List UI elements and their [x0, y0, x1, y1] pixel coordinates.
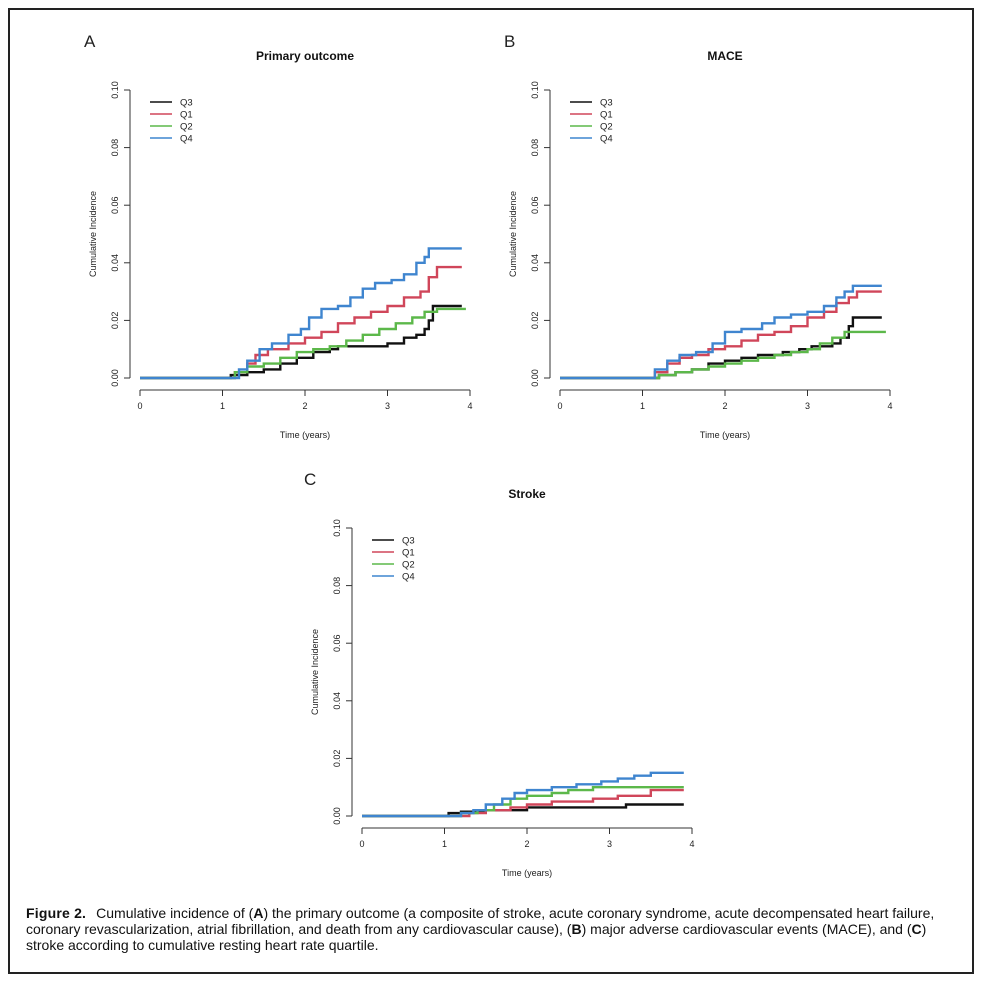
legend-label: Q4 [180, 134, 193, 145]
series-line-q1 [560, 290, 882, 380]
y-tick-label: 0.10 [110, 81, 120, 99]
x-tick-label: 3 [805, 401, 810, 411]
chart-title: Stroke [508, 487, 546, 501]
x-tick-label: 0 [557, 401, 562, 411]
legend-label: Q2 [180, 122, 193, 133]
x-tick-label: 2 [722, 401, 727, 411]
caption-part: ) stroke according to cumulative resting… [26, 921, 927, 953]
x-tick-label: 4 [689, 839, 694, 849]
y-axis-label: Cumulative Incidence [310, 629, 320, 715]
x-tick-label: 2 [302, 401, 307, 411]
x-tick-label: 3 [385, 401, 390, 411]
y-tick-label: 0.08 [110, 139, 120, 157]
x-tick-label: 1 [220, 401, 225, 411]
chart-c-svg: Stroke 0.00 0.02 0.04 0.06 0.08 0.10 0 1 2 3 4 Time … [310, 487, 695, 878]
figure-frame [8, 8, 974, 974]
x-tick-label: 0 [137, 401, 142, 411]
legend-label: Q4 [402, 572, 415, 583]
y-axis-label: Cumulative Incidence [508, 191, 518, 277]
y-tick-label: 0.06 [530, 196, 540, 214]
y-tick-label: 0.10 [530, 81, 540, 99]
y-tick-label: 0.08 [332, 577, 342, 595]
caption-part: ) major adverse cardiovascular events (M… [581, 921, 912, 937]
series-line-q4 [560, 284, 882, 380]
caption-label: Figure 2. [26, 905, 87, 921]
x-tick-label: 1 [640, 401, 645, 411]
y-tick-label: 0.02 [332, 750, 342, 768]
x-tick-label: 1 [442, 839, 447, 849]
series-line-q3 [560, 316, 882, 380]
y-tick-label: 0.04 [530, 254, 540, 272]
x-axis-label: Time (years) [502, 868, 552, 878]
x-axis-label: Time (years) [700, 430, 750, 440]
series-line-q2 [560, 330, 886, 380]
chart-b-svg: MACE 0.00 0.02 0.04 0.06 0.08 0.10 0 1 2 3 4 Time (y… [508, 49, 893, 440]
series-line-q1 [140, 265, 462, 380]
legend-label: Q2 [402, 560, 415, 571]
caption-panel-ref-a: A [253, 905, 264, 921]
series-line-q4 [362, 771, 684, 818]
y-tick-label: 0.04 [110, 254, 120, 272]
legend-label: Q1 [180, 110, 193, 121]
x-axis-label: Time (years) [280, 430, 330, 440]
series-line-q2 [362, 786, 684, 818]
y-tick-label: 0.00 [110, 369, 120, 387]
chart-a-svg: Primary outcome 0.00 0.02 0.04 0.06 0.08 0.10 0… [88, 49, 473, 440]
y-tick-label: 0.08 [530, 139, 540, 157]
figure-caption: Figure 2. Cumulative incidence of (A) the… [26, 905, 956, 953]
legend-label: Q1 [600, 110, 613, 121]
y-tick-label: 0.02 [530, 312, 540, 330]
legend-label: Q1 [402, 548, 415, 559]
series-line-q3 [140, 304, 462, 380]
y-tick-label: 0.00 [530, 369, 540, 387]
panel-letter-c: C [304, 470, 317, 489]
y-tick-label: 0.00 [332, 807, 342, 825]
y-tick-label: 0.06 [110, 196, 120, 214]
caption-panel-ref-b: B [571, 921, 582, 937]
x-tick-label: 0 [359, 839, 364, 849]
x-tick-label: 2 [524, 839, 529, 849]
chart-panel-a: A Primary outcome 0.00 0.02 0.04 0.06 0.08 0.1… [70, 30, 490, 440]
chart-panel-b: B MACE 0.00 0.02 0.04 0.06 0.08 0.10 0 1 2 3 4 Time … [490, 30, 910, 440]
panel-letter-a: A [84, 32, 96, 51]
panel-letter-b: B [504, 32, 516, 51]
series-line-q4 [140, 247, 462, 380]
y-axis-label: Cumulative Incidence [88, 191, 98, 277]
y-tick-label: 0.02 [110, 312, 120, 330]
x-tick-label: 4 [887, 401, 892, 411]
caption-part: Cumulative incidence of ( [96, 905, 254, 921]
y-tick-label: 0.04 [332, 692, 342, 710]
chart-title: Primary outcome [256, 49, 354, 63]
legend-label: Q4 [600, 134, 613, 145]
x-tick-label: 4 [467, 401, 472, 411]
x-tick-label: 3 [607, 839, 612, 849]
legend-label: Q2 [600, 122, 613, 133]
y-tick-label: 0.06 [332, 634, 342, 652]
caption-panel-ref-c: C [911, 921, 922, 937]
legend-label: Q3 [600, 98, 613, 109]
y-tick-label: 0.10 [332, 519, 342, 537]
chart-title: MACE [707, 49, 742, 63]
chart-panel-c: C Stroke 0.00 0.02 0.04 0.06 0.08 0.10 0 1 2 3 4 Tim… [292, 468, 712, 878]
legend-label: Q3 [180, 98, 193, 109]
caption-part: ) the primary outcome (a composite of st… [26, 905, 935, 937]
legend-label: Q3 [402, 536, 415, 547]
